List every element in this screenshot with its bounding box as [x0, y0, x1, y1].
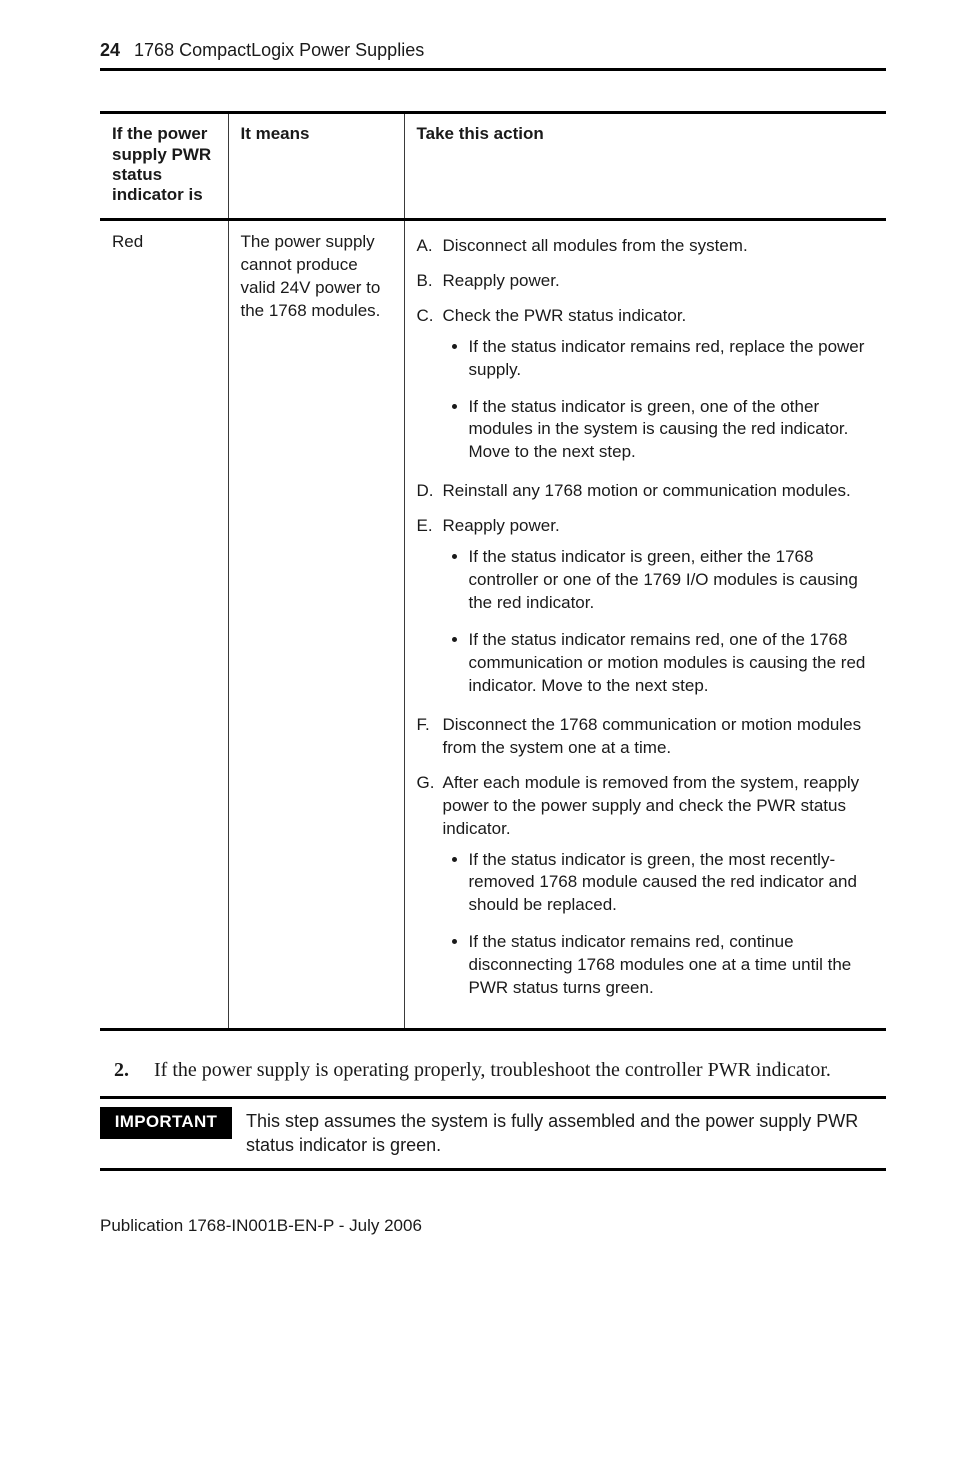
action-letter: D.	[417, 480, 439, 503]
step-number: 2.	[114, 1057, 146, 1084]
status-table: If the power supply PWR status indicator…	[100, 111, 886, 1031]
action-item: C. Check the PWR status indicator. If th…	[417, 305, 875, 469]
action-letter: A.	[417, 235, 439, 258]
bullet-item: If the status indicator is green, one of…	[469, 396, 875, 465]
cell-power: Red	[100, 219, 228, 1029]
col-header-power: If the power supply PWR status indicator…	[100, 113, 228, 220]
action-item: D. Reinstall any 1768 motion or communic…	[417, 480, 875, 503]
important-text: This step assumes the system is fully as…	[246, 1107, 886, 1158]
table-row: Red The power supply cannot produce vali…	[100, 219, 886, 1029]
action-letter: C.	[417, 305, 439, 469]
action-item: G. After each module is removed from the…	[417, 772, 875, 1004]
page-number: 24	[100, 38, 120, 62]
table-header-row: If the power supply PWR status indicator…	[100, 113, 886, 220]
important-badge: IMPORTANT	[100, 1107, 232, 1139]
bullet-item: If the status indicator remains red, one…	[469, 629, 875, 698]
numbered-step: 2. If the power supply is operating prop…	[114, 1057, 886, 1084]
publication-line: Publication 1768-IN001B-EN-P - July 2006	[100, 1215, 886, 1238]
action-bullets: If the status indicator is green, the mo…	[443, 849, 875, 1001]
action-text: Check the PWR status indicator.	[443, 306, 687, 325]
cell-action: A. Disconnect all modules from the syste…	[404, 219, 886, 1029]
action-item: F. Disconnect the 1768 communication or …	[417, 714, 875, 760]
action-text: After each module is removed from the sy…	[443, 773, 860, 838]
action-text: Reapply power.	[443, 270, 875, 293]
action-letter: E.	[417, 515, 439, 702]
action-item: A. Disconnect all modules from the syste…	[417, 235, 875, 258]
action-letter: G.	[417, 772, 439, 1004]
action-item: B. Reapply power.	[417, 270, 875, 293]
action-letter: B.	[417, 270, 439, 293]
col-header-means: It means	[228, 113, 404, 220]
action-item: E. Reapply power. If the status indicato…	[417, 515, 875, 702]
action-content: Check the PWR status indicator. If the s…	[443, 305, 875, 469]
bullet-item: If the status indicator remains red, rep…	[469, 336, 875, 382]
action-bullets: If the status indicator is green, either…	[443, 546, 875, 698]
action-content: After each module is removed from the sy…	[443, 772, 875, 1004]
bullet-item: If the status indicator remains red, con…	[469, 931, 875, 1000]
bullet-item: If the status indicator is green, either…	[469, 546, 875, 615]
important-block: IMPORTANT This step assumes the system i…	[100, 1096, 886, 1171]
action-text: Disconnect the 1768 communication or mot…	[443, 714, 875, 760]
running-header: 24 1768 CompactLogix Power Supplies	[100, 38, 886, 62]
header-rule	[100, 68, 886, 71]
bullet-item: If the status indicator is green, the mo…	[469, 849, 875, 918]
running-title: 1768 CompactLogix Power Supplies	[134, 38, 424, 62]
cell-means: The power supply cannot produce valid 24…	[228, 219, 404, 1029]
action-text: Disconnect all modules from the system.	[443, 235, 875, 258]
step-text: If the power supply is operating properl…	[154, 1057, 886, 1084]
col-header-action: Take this action	[404, 113, 886, 220]
action-letter: F.	[417, 714, 439, 760]
action-text: Reinstall any 1768 motion or communicati…	[443, 480, 875, 503]
action-content: Reapply power. If the status indicator i…	[443, 515, 875, 702]
action-bullets: If the status indicator remains red, rep…	[443, 336, 875, 465]
action-text: Reapply power.	[443, 516, 560, 535]
action-list: A. Disconnect all modules from the syste…	[417, 235, 875, 1004]
